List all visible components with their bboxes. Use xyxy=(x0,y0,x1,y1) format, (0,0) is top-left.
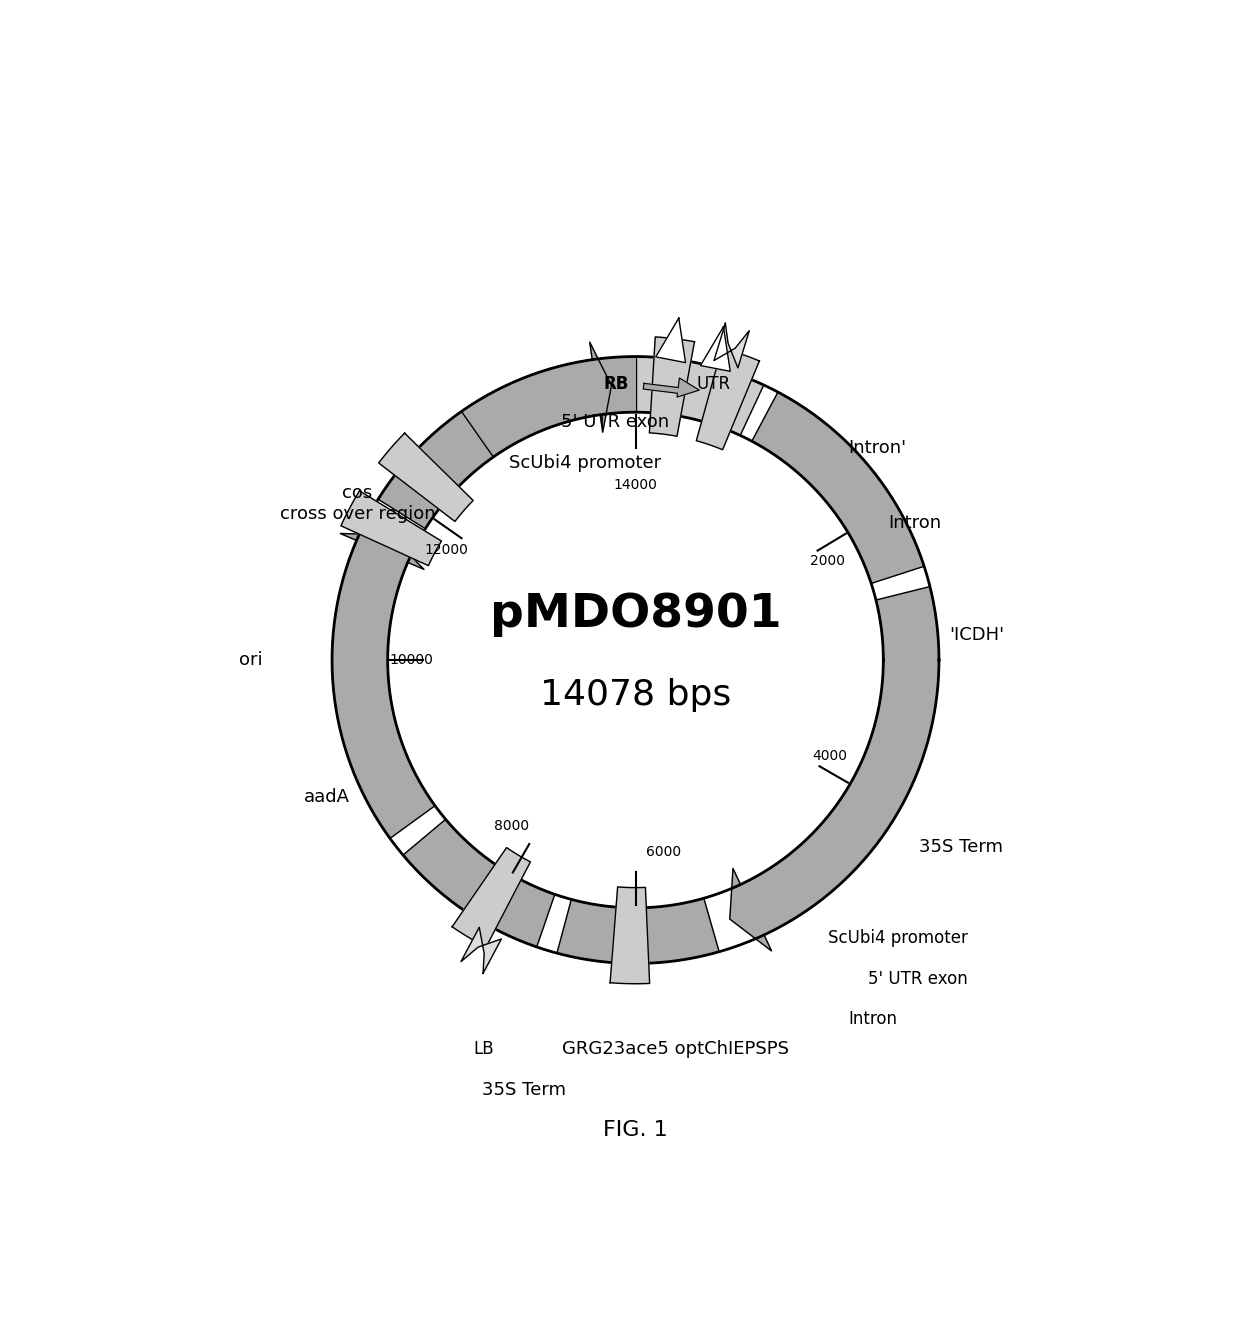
Polygon shape xyxy=(332,533,435,839)
Text: 14078 bps: 14078 bps xyxy=(539,678,732,713)
Polygon shape xyxy=(650,337,694,437)
Polygon shape xyxy=(656,318,686,362)
Polygon shape xyxy=(461,928,501,974)
Text: FIG. 1: FIG. 1 xyxy=(603,1120,668,1140)
Text: aadA: aadA xyxy=(304,788,350,805)
Text: 10000: 10000 xyxy=(389,653,433,667)
Text: 35S Term: 35S Term xyxy=(482,1082,567,1099)
Polygon shape xyxy=(453,848,531,947)
Text: 12000: 12000 xyxy=(424,543,467,557)
Text: 2000: 2000 xyxy=(811,555,846,568)
Polygon shape xyxy=(557,898,719,963)
Text: GRG23ace5 optChIEPSPS: GRG23ace5 optChIEPSPS xyxy=(563,1040,790,1059)
Polygon shape xyxy=(403,819,554,947)
Text: 'ICDH': 'ICDH' xyxy=(949,626,1004,644)
Text: 35S Term: 35S Term xyxy=(919,839,1003,856)
Polygon shape xyxy=(378,342,611,528)
Polygon shape xyxy=(697,348,759,450)
Text: 5' UTR exon: 5' UTR exon xyxy=(562,413,670,431)
Polygon shape xyxy=(341,491,441,565)
Polygon shape xyxy=(332,357,939,963)
Text: 6000: 6000 xyxy=(646,845,681,859)
Polygon shape xyxy=(635,357,764,435)
Circle shape xyxy=(388,413,883,908)
Text: ori: ori xyxy=(239,652,263,669)
Text: Intron: Intron xyxy=(848,1010,897,1028)
Polygon shape xyxy=(751,391,924,584)
Text: 4000: 4000 xyxy=(812,750,847,763)
Polygon shape xyxy=(714,324,749,368)
Text: 8000: 8000 xyxy=(495,820,529,833)
Text: pMDO8901: pMDO8901 xyxy=(490,592,781,637)
Polygon shape xyxy=(461,357,729,456)
Polygon shape xyxy=(730,587,939,951)
Text: cos
cross over region: cos cross over region xyxy=(279,484,435,523)
Text: ScUbi4 promoter: ScUbi4 promoter xyxy=(508,454,661,472)
Polygon shape xyxy=(378,433,474,522)
Text: 5' UTR exon: 5' UTR exon xyxy=(868,970,968,987)
Text: 14000: 14000 xyxy=(614,478,657,492)
Text: Intron': Intron' xyxy=(848,439,906,456)
Polygon shape xyxy=(644,378,699,397)
Polygon shape xyxy=(701,326,730,372)
Text: Intron: Intron xyxy=(888,515,941,532)
Text: RB: RB xyxy=(603,376,629,393)
Text: UTR: UTR xyxy=(697,376,732,393)
Text: ScUbi4 promoter: ScUbi4 promoter xyxy=(828,929,967,947)
Polygon shape xyxy=(610,886,650,983)
Text: LB: LB xyxy=(474,1040,494,1059)
